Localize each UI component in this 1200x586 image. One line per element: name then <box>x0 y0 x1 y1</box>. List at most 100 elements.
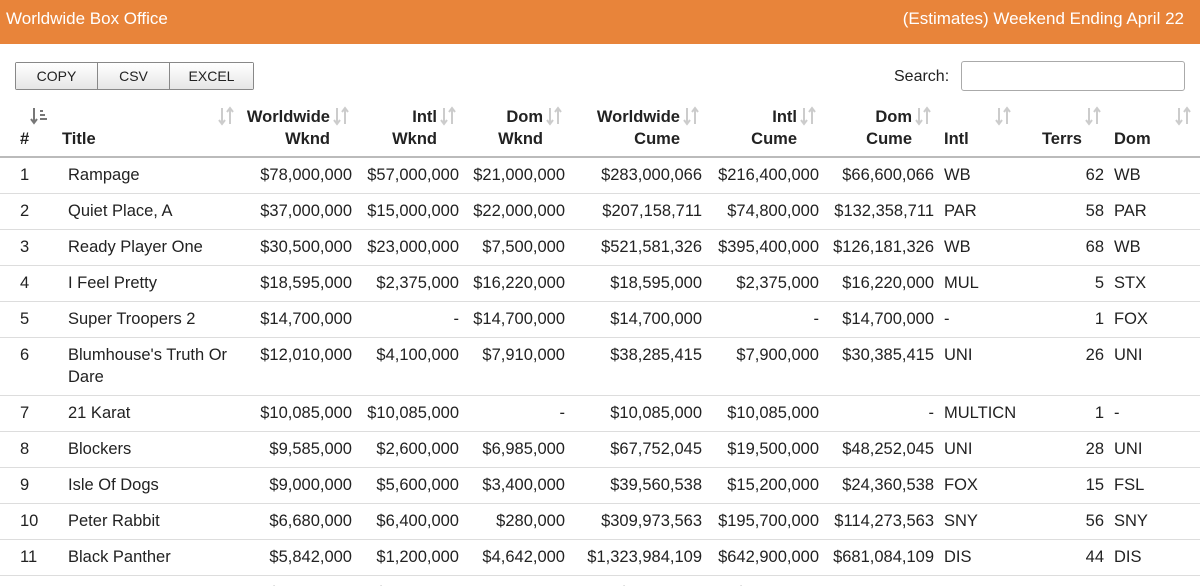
table-cell: Coach, The <box>58 575 243 586</box>
table-cell: $10,085,000 <box>571 395 708 432</box>
table-cell: $23,000,000 <box>358 229 465 266</box>
table-cell: 9 <box>0 467 58 504</box>
column-header[interactable]: # <box>0 100 58 158</box>
header-text: Dom <box>506 108 543 126</box>
table-cell: $57,000,000 <box>358 157 465 194</box>
column-header[interactable]: Terrs <box>1020 100 1110 158</box>
table-cell: UNI <box>1110 337 1200 396</box>
column-header[interactable]: Dom <box>1110 100 1200 158</box>
sort-icon <box>546 106 562 126</box>
table-cell: $5,600,000 <box>358 467 465 504</box>
table-cell: $2,375,000 <box>708 265 825 302</box>
table-cell: $681,084,109 <box>825 539 940 576</box>
header-text: Intl <box>772 108 797 126</box>
table-row: 1 Rampage $78,000,000 $57,000,000 $21,000,00… <box>0 157 1200 194</box>
table-cell: $6,680,000 <box>243 503 358 540</box>
table-cell: PAR <box>1110 193 1200 230</box>
export-button[interactable]: EXCEL <box>170 63 253 89</box>
table-cell: - <box>825 575 940 586</box>
table-cell: $10,085,000 <box>243 395 358 432</box>
search-input[interactable] <box>961 61 1185 91</box>
table-cell: $16,220,000 <box>465 265 571 302</box>
export-button[interactable]: CSV <box>98 63 170 89</box>
table-cell: 3 <box>0 229 58 266</box>
table-cell: 2 <box>0 193 58 230</box>
table-row: 9 Isle Of Dogs $9,000,000 $5,600,000 $3,400,… <box>0 467 1200 504</box>
column-header[interactable]: Worldwide Wknd <box>243 100 358 158</box>
column-header[interactable]: Dom Wknd <box>465 100 571 158</box>
table-cell: $10,085,000 <box>358 395 465 432</box>
table-row: 10 Peter Rabbit $6,680,000 $6,400,000 $280,0… <box>0 503 1200 540</box>
column-header[interactable]: Intl <box>940 100 1020 158</box>
column-header[interactable]: Dom Cume <box>825 100 940 158</box>
table-cell: MUL <box>940 265 1020 302</box>
table-row: 3 Ready Player One $30,500,000 $23,000,000 $… <box>0 229 1200 266</box>
sort-icon <box>915 106 931 126</box>
table-cell: $15,200,000 <box>708 467 825 504</box>
header-text: Wknd <box>285 130 330 148</box>
table-cell: - <box>940 301 1020 338</box>
column-header[interactable]: Intl Wknd <box>358 100 465 158</box>
header-text: Worldwide <box>246 108 330 126</box>
table-cell: $78,000,000 <box>243 157 358 194</box>
table-cell: $7,500,000 <box>465 229 571 266</box>
table-cell: $6,400,000 <box>358 503 465 540</box>
header-text: Dom <box>875 108 912 126</box>
table-cell: 5 <box>1020 265 1110 302</box>
table-row: 11 Black Panther $5,842,000 $1,200,000 $4,64… <box>0 539 1200 576</box>
sort-icon <box>683 106 699 126</box>
table-cell: $2,375,000 <box>358 265 465 302</box>
table-row: 5 Super Troopers 2 $14,700,000- $14,700,000… <box>0 301 1200 338</box>
table-cell: - <box>825 395 940 432</box>
table-cell: $114,273,563 <box>825 503 940 540</box>
header-text: Terrs <box>1041 130 1082 148</box>
table-cell: $14,700,000 <box>571 301 708 338</box>
table-cell: FOX <box>1110 301 1200 338</box>
header-text: Wknd <box>392 130 437 148</box>
table-cell: $18,595,000 <box>243 265 358 302</box>
table-cell: 62 <box>1020 157 1110 194</box>
header-text: Cume <box>866 130 912 148</box>
table-cell: $1,200,000 <box>358 539 465 576</box>
table-cell: - <box>1110 395 1200 432</box>
table-cell: - <box>1110 575 1200 586</box>
table-cell: $39,560,538 <box>571 467 708 504</box>
table-cell: UNI <box>940 431 1020 468</box>
column-header[interactable]: Worldwide Cume <box>571 100 708 158</box>
table-cell: $30,385,415 <box>825 337 940 396</box>
table-cell: 12 <box>0 575 58 586</box>
page-subtitle: (Estimates) Weekend Ending April 22 <box>902 9 1184 28</box>
table-cell: $48,252,045 <box>825 431 940 468</box>
table-cell: 58 <box>1020 193 1110 230</box>
table-cell: $132,358,711 <box>825 193 940 230</box>
box-office-table: # Title Worldwide Wknd Intl Wknd Dom Wknd Worldw… <box>0 100 1200 586</box>
table-cell: UNI <box>940 337 1020 396</box>
page-title: Worldwide Box Office <box>6 9 168 28</box>
table-cell: $67,752,045 <box>571 431 708 468</box>
table-cell: $2,600,000 <box>358 431 465 468</box>
table-cell: $126,181,326 <box>825 229 940 266</box>
table-cell: $9,585,000 <box>243 431 358 468</box>
table-cell: Isle Of Dogs <box>58 467 243 504</box>
table-cell: 28 <box>1020 431 1110 468</box>
table-cell: $4,775,000 <box>358 575 465 586</box>
table-cell: WB <box>1110 157 1200 194</box>
table-cell: - <box>358 301 465 338</box>
table-cell: $30,500,000 <box>243 229 358 266</box>
export-button[interactable]: COPY <box>16 63 98 89</box>
table-cell: $38,285,415 <box>571 337 708 396</box>
table-row: 2 Quiet Place, A $37,000,000 $15,000,000 $22… <box>0 193 1200 230</box>
table-cell: Rampage <box>58 157 243 194</box>
header-text: Dom <box>1114 130 1151 148</box>
sort-icon <box>800 106 816 126</box>
sort-icon <box>995 106 1011 126</box>
column-header[interactable]: Intl Cume <box>708 100 825 158</box>
column-header[interactable]: Title <box>58 100 243 158</box>
header-text: Title <box>62 130 96 148</box>
table-cell: 1 <box>0 157 58 194</box>
table-cell: $4,642,000 <box>465 539 571 576</box>
table-row: 12Coach, The$4,775,000$4,775,000-$4,775,… <box>0 575 1200 586</box>
table-cell: $19,500,000 <box>708 431 825 468</box>
